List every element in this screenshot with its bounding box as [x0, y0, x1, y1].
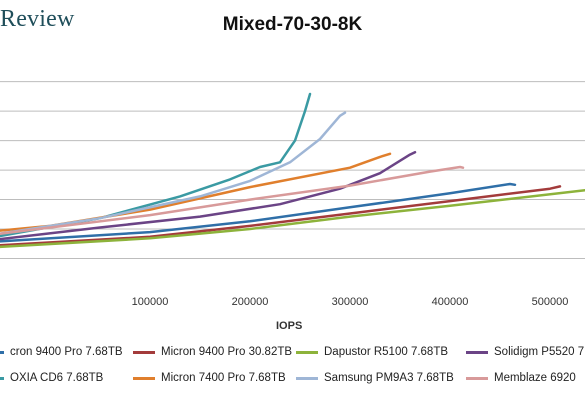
- legend-label: OXIA CD6 7.68TB: [10, 372, 104, 384]
- chart-title: Mixed-70-30-8K: [222, 14, 363, 35]
- legend-label: Micron 9400 Pro 30.82TB: [161, 346, 293, 358]
- legend-label: Memblaze 6920: [494, 372, 576, 384]
- legend-swatch: [0, 376, 4, 380]
- legend-entry: OXIA CD6 7.68TB: [0, 372, 103, 384]
- gridlines: [0, 81, 585, 260]
- legend-label: Micron 7400 Pro 7.68TB: [161, 372, 286, 384]
- series-line-2: [0, 188, 585, 249]
- x-tick-label: 500000: [532, 296, 569, 308]
- legend-swatch: [133, 376, 155, 380]
- x-tick-label: 300000: [332, 296, 369, 308]
- legend-entry: Micron 7400 Pro 7.68TB: [133, 372, 286, 384]
- legend-label: Samsung PM9A3 7.68TB: [324, 372, 454, 384]
- legend-entry: Samsung PM9A3 7.68TB: [296, 372, 454, 384]
- x-axis-ticks: 100000 200000 300000 400000 500000: [132, 296, 569, 308]
- series-line-4: [0, 92, 312, 238]
- legend-swatch: [133, 350, 155, 354]
- legend-label: Solidigm P5520 7: [494, 346, 585, 358]
- legend-label: Dapustor R5100 7.68TB: [324, 346, 449, 358]
- legend-entry: Micron 9400 Pro 30.82TB: [133, 346, 292, 358]
- series-line-6: [0, 111, 347, 235]
- legend-swatch: [296, 350, 318, 354]
- x-axis-label: IOPS: [276, 320, 303, 332]
- series-line-1: [0, 185, 562, 247]
- series-line-7: [0, 165, 465, 235]
- legend-swatch: [466, 350, 488, 354]
- series-lines: [0, 92, 585, 249]
- legend-entry: Memblaze 6920: [466, 372, 576, 384]
- chart-legend: cron 9400 Pro 7.68TB Micron 9400 Pro 30.8…: [0, 346, 585, 396]
- legend-swatch: [296, 376, 318, 380]
- series-line-0: [0, 182, 517, 243]
- x-tick-label: 200000: [232, 296, 269, 308]
- legend-label: cron 9400 Pro 7.68TB: [10, 346, 123, 358]
- series-line-3: [0, 150, 417, 241]
- legend-swatch: [0, 350, 4, 354]
- x-tick-label: 400000: [432, 296, 469, 308]
- legend-entry: Solidigm P5520 7: [466, 346, 584, 358]
- legend-entry: cron 9400 Pro 7.68TB: [0, 346, 123, 358]
- x-tick-label: 100000: [132, 296, 169, 308]
- legend-entry: Dapustor R5100 7.68TB: [296, 346, 448, 358]
- legend-swatch: [466, 376, 488, 380]
- brand-logo-text: Review: [0, 6, 75, 32]
